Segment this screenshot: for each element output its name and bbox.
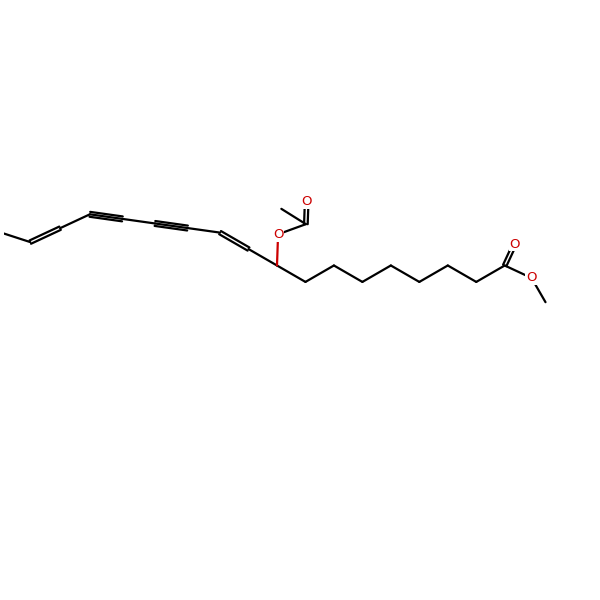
Text: O: O: [509, 238, 520, 251]
Text: O: O: [273, 228, 283, 241]
Text: O: O: [301, 194, 312, 208]
Text: O: O: [526, 271, 537, 284]
